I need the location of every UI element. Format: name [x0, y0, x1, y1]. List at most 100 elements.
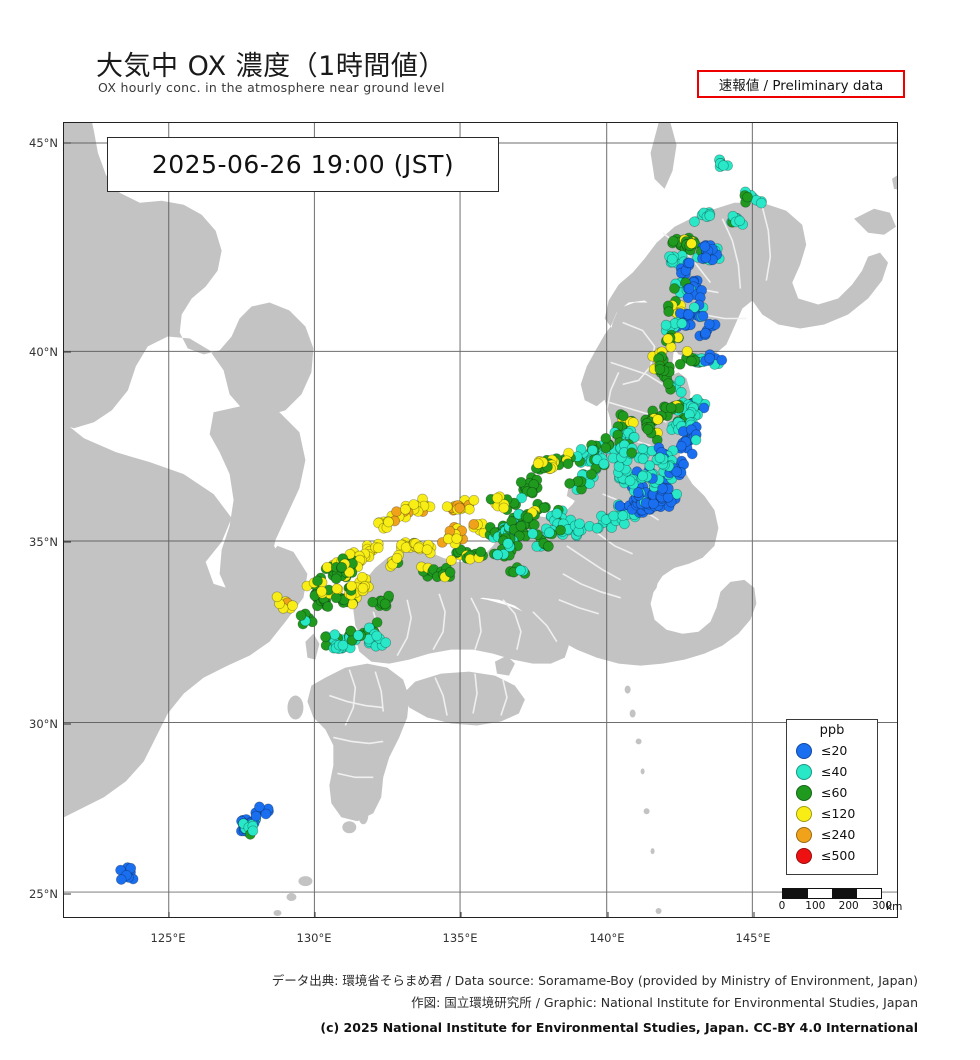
observation-point	[674, 375, 686, 387]
observation-point	[526, 486, 538, 498]
observation-point	[614, 500, 626, 512]
scale-tick-300: 300	[871, 900, 893, 912]
observation-point	[464, 503, 475, 515]
map-plot-area[interactable]	[63, 122, 898, 918]
scale-tick-200: 200	[838, 900, 859, 912]
observation-point	[247, 825, 259, 837]
observation-point	[400, 503, 411, 515]
xtick-140e: 140°E	[589, 931, 625, 945]
observation-point	[498, 502, 510, 514]
observation-point	[666, 253, 678, 265]
observation-point	[657, 483, 668, 494]
observation-point	[295, 610, 307, 621]
observation-point	[642, 424, 654, 435]
xtick-135e: 135°E	[442, 931, 478, 945]
observation-point	[608, 510, 620, 522]
observation-point	[637, 443, 648, 455]
observation-point	[357, 582, 369, 594]
scale-bar-segments	[782, 888, 882, 899]
observation-point	[690, 434, 702, 446]
observation-point	[356, 571, 368, 583]
observation-point	[660, 319, 672, 331]
observation-point	[699, 241, 711, 252]
observation-point	[637, 470, 649, 482]
observation-point	[464, 553, 476, 565]
legend-item-6[interactable]: ≤500	[787, 845, 877, 866]
observation-point	[250, 810, 262, 822]
observation-point	[372, 542, 384, 554]
observation-point	[492, 549, 503, 561]
observation-point	[337, 639, 349, 651]
observation-point	[343, 566, 355, 578]
legend-item-4[interactable]: ≤120	[787, 803, 877, 824]
observation-point	[475, 546, 487, 558]
observation-point	[682, 292, 694, 304]
observation-point	[379, 598, 391, 610]
observation-point	[686, 448, 698, 460]
legend-item-2[interactable]: ≤40	[787, 761, 877, 782]
observation-point	[734, 215, 746, 227]
legend-item-5[interactable]: ≤240	[787, 824, 877, 845]
japan-map-svg	[64, 123, 897, 917]
observation-point	[330, 573, 342, 585]
observation-point	[380, 637, 392, 648]
legend-swatch	[796, 763, 812, 780]
observation-point	[538, 502, 550, 514]
ytick-45n: 45°N	[29, 136, 58, 150]
observation-point	[320, 631, 331, 643]
observation-point	[408, 499, 420, 510]
observation-point	[683, 257, 695, 269]
observation-point	[321, 561, 333, 573]
legend-item-1[interactable]: ≤20	[787, 740, 877, 761]
observation-point	[675, 440, 687, 452]
legend-rows: ≤20 ≤40 ≤60 ≤120 ≤240 ≤500	[787, 740, 877, 866]
observation-point	[698, 402, 710, 414]
observation-point	[755, 197, 767, 209]
ytick-25n: 25°N	[29, 887, 58, 901]
observation-point	[591, 522, 603, 534]
observation-point	[491, 492, 503, 504]
observation-point	[617, 510, 629, 521]
observation-point	[544, 527, 555, 538]
scale-seg-2	[807, 889, 832, 898]
observation-point	[515, 476, 527, 488]
observation-point	[671, 466, 683, 478]
observation-point	[689, 216, 700, 227]
observation-point	[742, 191, 753, 203]
observation-point	[271, 591, 283, 603]
observation-point	[527, 528, 539, 540]
xtick-130e: 130°E	[296, 931, 332, 945]
observation-point	[367, 596, 378, 608]
observation-point	[555, 524, 566, 536]
legend-label: ≤40	[821, 764, 848, 779]
legend-label: ≤120	[821, 806, 856, 821]
observation-point	[626, 447, 637, 459]
observation-point	[654, 363, 666, 375]
scale-seg-4	[856, 889, 881, 898]
legend-item-3[interactable]: ≤60	[787, 782, 877, 803]
xtick-125e: 125°E	[150, 931, 186, 945]
observation-point	[468, 494, 480, 506]
observation-point	[683, 283, 695, 294]
observation-point	[637, 453, 649, 465]
ytick-35n: 35°N	[29, 535, 58, 549]
observation-point	[346, 580, 357, 592]
observation-point	[700, 327, 711, 339]
scale-seg-3	[832, 889, 857, 898]
observation-point	[287, 600, 298, 611]
observation-point	[383, 516, 394, 528]
observation-point	[624, 475, 636, 487]
observation-point	[446, 555, 457, 566]
observation-point	[587, 444, 598, 456]
observation-point	[718, 160, 729, 171]
ytick-40n: 40°N	[29, 345, 58, 359]
legend-swatch	[796, 742, 812, 759]
footer-data-source: データ出典: 環境省そらまめ君 / Data source: Soramame-…	[271, 973, 918, 988]
observation-point	[441, 501, 453, 512]
observation-point	[613, 461, 625, 472]
observation-point	[662, 333, 674, 345]
preliminary-data-badge: 速報値 / Preliminary data	[697, 70, 905, 98]
observation-point	[331, 583, 343, 595]
observation-point	[254, 801, 265, 813]
footer-copyright: (c) 2025 National Institute for Environm…	[320, 1020, 918, 1035]
